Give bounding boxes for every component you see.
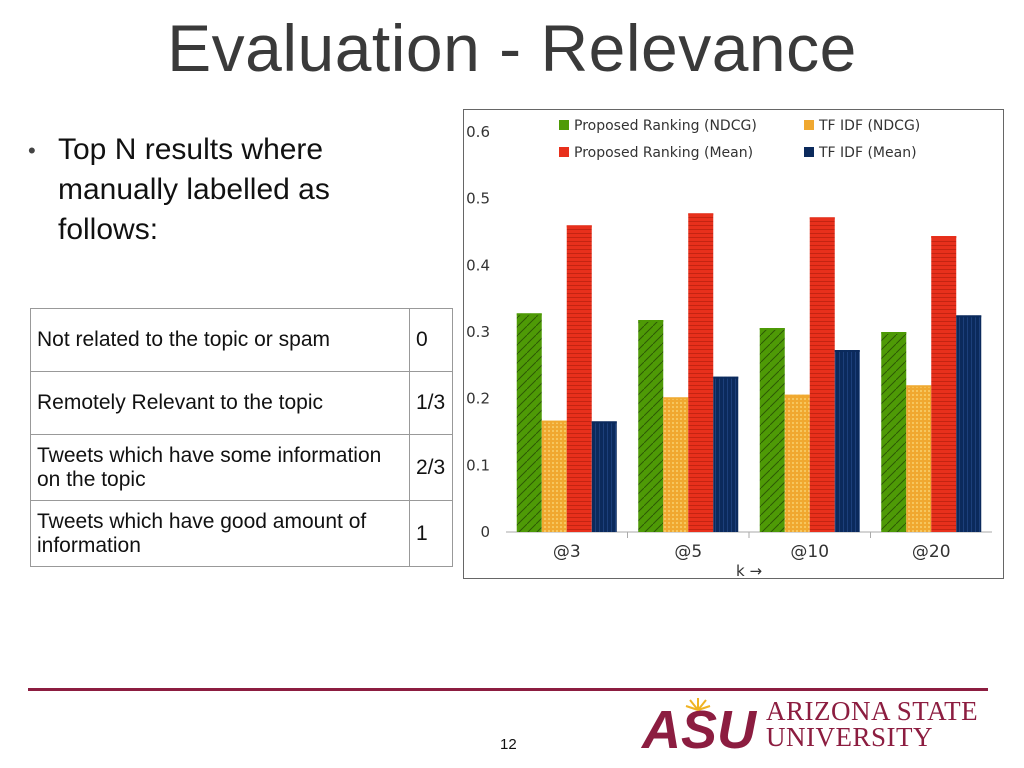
bullet-point: • Top N results where manually labelled … — [28, 130, 388, 250]
table-cell-label: Tweets which have some information on th… — [30, 434, 410, 501]
y-tick-label: 0.6 — [466, 123, 490, 141]
bar-1-3 — [713, 376, 739, 532]
table-cell-value: 0 — [409, 308, 453, 372]
y-tick-label: 0.4 — [466, 256, 490, 274]
bar-top-1-1 — [663, 397, 689, 400]
y-tick-label: 0.3 — [466, 323, 490, 341]
bullet-icon: • — [28, 138, 36, 163]
bar-top-3-3 — [956, 315, 982, 318]
bar-0-3 — [591, 421, 617, 532]
bar-top-3-0 — [881, 332, 907, 334]
legend-label-2: Proposed Ranking (Mean) — [574, 145, 753, 161]
legend-label-1: TF IDF (NDCG) — [818, 118, 920, 134]
table-cell-label: Remotely Relevant to the topic — [30, 371, 410, 435]
bar-3-1 — [906, 385, 932, 532]
bar-top-1-0 — [638, 320, 664, 322]
table-row: Tweets which have some information on th… — [30, 434, 453, 501]
bar-2-3 — [834, 350, 860, 532]
x-tick-label: @10 — [790, 542, 829, 562]
bar-1-2 — [688, 213, 714, 532]
legend-swatch-2 — [559, 147, 569, 157]
bar-top-3-1 — [906, 385, 932, 388]
bar-3-3 — [956, 315, 982, 532]
relevance-label-table: Not related to the topic or spam 0 Remot… — [30, 308, 453, 567]
bar-top-2-2 — [809, 217, 835, 220]
legend-swatch-3 — [804, 147, 814, 157]
page-number: 12 — [500, 736, 517, 753]
bar-top-0-3 — [591, 421, 617, 424]
table-cell-value: 1 — [409, 500, 453, 567]
bar-top-3-2 — [931, 236, 957, 238]
x-tick-label: @20 — [912, 542, 951, 562]
x-tick-label: @5 — [674, 542, 702, 562]
x-axis-label: k → — [736, 562, 762, 578]
bar-top-2-0 — [759, 328, 785, 330]
y-tick-label: 0.1 — [466, 456, 490, 474]
legend-swatch-0 — [559, 120, 569, 130]
bar-2-2 — [809, 217, 835, 532]
x-tick-label: @3 — [553, 542, 581, 562]
legend-label-3: TF IDF (Mean) — [818, 145, 917, 161]
bar-0-0 — [516, 313, 542, 532]
bar-top-0-1 — [541, 420, 567, 423]
table-cell-label: Tweets which have good amount of informa… — [30, 500, 410, 567]
slide-title: Evaluation - Relevance — [167, 11, 857, 85]
bar-3-2 — [931, 236, 957, 532]
bar-2-0 — [759, 328, 785, 532]
y-tick-label: 0.5 — [466, 190, 490, 208]
bar-1-0 — [638, 320, 664, 532]
bullet-text: Top N results where manually labelled as… — [58, 133, 330, 246]
asu-logo: ASU ARIZONA STATE UNIVERSITY — [640, 696, 990, 756]
footer-divider — [28, 688, 988, 691]
asu-logo-mark: ASU — [640, 698, 758, 752]
table-cell-label: Not related to the topic or spam — [30, 308, 410, 372]
bar-0-2 — [566, 225, 592, 532]
bar-top-1-2 — [688, 213, 714, 216]
y-tick-label: 0.2 — [466, 390, 490, 408]
bar-3-0 — [881, 332, 907, 532]
logo-wordmark: ARIZONA STATE UNIVERSITY — [766, 696, 979, 752]
table-row: Not related to the topic or spam 0 — [30, 308, 453, 372]
bar-chart: 0 0.1 0.2 0.3 0.4 0.5 0.6 @3 @5 @10 @20 k → Proposed… — [463, 109, 1004, 579]
bar-1-1 — [663, 397, 689, 532]
bar-top-2-3 — [834, 350, 860, 352]
bar-top-1-3 — [713, 376, 739, 379]
table-cell-value: 1/3 — [409, 371, 453, 435]
legend-label-0: Proposed Ranking (NDCG) — [574, 118, 757, 134]
legend-swatch-1 — [804, 120, 814, 130]
logo-line-1: ARIZONA STATE — [766, 696, 979, 726]
table-row: Remotely Relevant to the topic 1/3 — [30, 371, 453, 435]
logo-line-2: UNIVERSITY — [766, 722, 933, 752]
table-cell-value: 2/3 — [409, 434, 453, 501]
y-tick-label: 0 — [480, 523, 490, 541]
bar-top-2-1 — [784, 394, 810, 397]
bar-top-0-0 — [516, 313, 542, 316]
bar-0-1 — [541, 420, 567, 532]
bar-2-1 — [784, 394, 810, 532]
chart-canvas: 0 0.1 0.2 0.3 0.4 0.5 0.6 @3 @5 @10 @20 k → Proposed… — [466, 118, 992, 578]
table-row: Tweets which have good amount of informa… — [30, 500, 453, 567]
bar-top-0-2 — [566, 225, 592, 228]
